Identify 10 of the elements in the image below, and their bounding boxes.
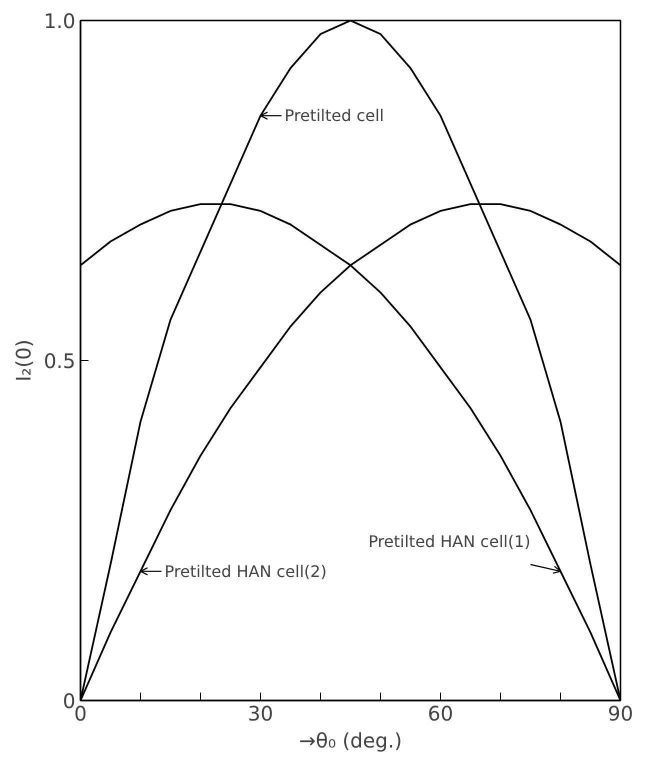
y-tick-label: 0.5 bbox=[44, 349, 76, 373]
y-tick-label: 1.0 bbox=[44, 9, 76, 33]
annotation: Pretilted cell bbox=[284, 106, 384, 126]
y-axis-title: I₂(0) bbox=[12, 339, 36, 382]
x-tick-label: 60 bbox=[428, 702, 454, 726]
x-axis-title: →θ₀ (deg.) bbox=[298, 728, 402, 752]
x-tick-label: 90 bbox=[608, 702, 634, 726]
annotation: Pretilted HAN cell(1) bbox=[368, 532, 530, 551]
annotation: Pretilted HAN cell(2) bbox=[164, 562, 327, 581]
x-tick-label: 30 bbox=[248, 702, 274, 726]
